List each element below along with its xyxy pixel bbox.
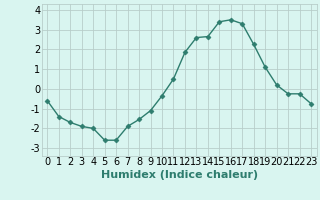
X-axis label: Humidex (Indice chaleur): Humidex (Indice chaleur) — [100, 170, 258, 180]
